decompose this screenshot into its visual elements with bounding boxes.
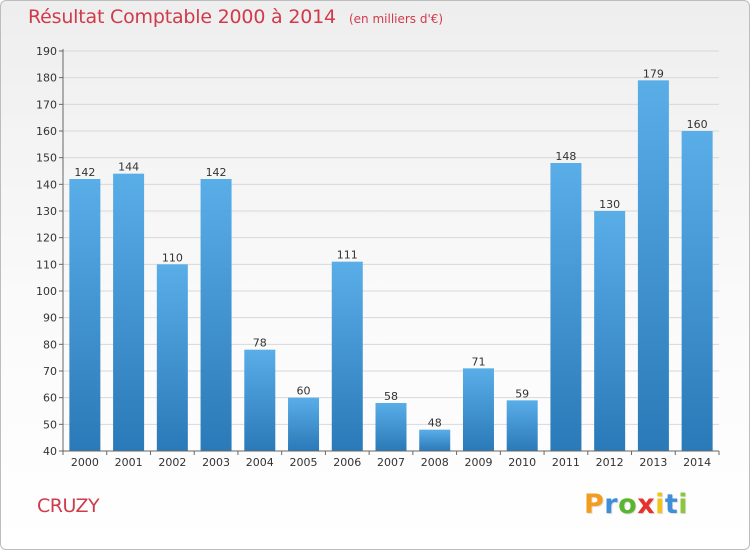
x-tick-label-2014: 2014 [683,456,711,469]
data-label-2003: 142 [206,166,227,179]
y-tick-label-150: 150 [36,152,57,165]
x-tick-label-2010: 2010 [508,456,536,469]
logo-letter: t [664,489,679,520]
data-label-2012: 130 [599,198,620,211]
y-tick-label-160: 160 [36,125,57,138]
x-tick-label-2000: 2000 [71,456,99,469]
logo-letter: x [637,489,656,520]
x-tick-label-2001: 2001 [115,456,143,469]
y-tick-label-100: 100 [36,285,57,298]
data-label-2002: 110 [162,251,183,264]
bar-2004 [244,349,276,451]
bar-2002 [156,264,188,451]
chart-title: Résultat Comptable 2000 à 2014 [28,6,336,28]
commune-name: CRUZY [37,495,100,517]
data-label-2009: 71 [471,355,485,368]
data-label-2005: 60 [297,385,311,398]
data-label-2010: 59 [515,387,529,400]
bars [69,80,713,451]
data-labels: 142 144 110 142 78 60 111 58 48 71 59 148 130 179 160 [74,67,707,429]
proxiti-logo[interactable]: Proxiti [584,489,688,520]
y-tick-label-90: 90 [43,312,57,325]
y-tick-label-130: 130 [36,205,57,218]
logo-letter: o [618,489,638,520]
y-tick-label-120: 120 [36,232,57,245]
y-tick-label-170: 170 [36,98,57,111]
data-label-2006: 111 [337,249,358,262]
x-tick-label-2013: 2013 [639,456,667,469]
x-tick-label-2002: 2002 [158,456,186,469]
logo-letter: r [604,489,619,520]
bar-2005 [288,397,320,451]
bar-2012 [594,211,626,451]
axes: 40 50 60 70 80 90 100 110 120 130 140 150 160 170 180 1… [36,45,720,469]
bar-2008 [419,429,451,451]
logo-letter: i [655,489,665,520]
bar-2000 [69,179,101,451]
bar-2006 [331,261,363,451]
y-tick-label-140: 140 [36,178,57,191]
x-tick-label-2012: 2012 [596,456,624,469]
bar-2007 [375,403,407,451]
x-tick-label-2006: 2006 [333,456,361,469]
x-tick-label-2008: 2008 [421,456,449,469]
bar-2003 [200,179,232,451]
chart-title-row: Résultat Comptable 2000 à 2014 (en milli… [28,6,443,28]
data-label-2007: 58 [384,390,398,403]
y-tick-label-50: 50 [43,418,57,431]
bar-2001 [113,173,145,451]
y-tick-label-190: 190 [36,45,57,58]
data-label-2014: 160 [687,118,708,131]
y-tick-label-60: 60 [43,392,57,405]
data-label-2013: 179 [643,67,664,80]
x-tick-label-2009: 2009 [464,456,492,469]
data-label-2004: 78 [253,337,267,350]
data-label-2011: 148 [555,150,576,163]
bar-2014 [681,131,713,451]
x-tick-label-2004: 2004 [246,456,274,469]
bar-2010 [506,400,538,451]
data-label-2000: 142 [74,166,95,179]
bar-2009 [462,368,494,451]
logo-letter: P [584,489,605,520]
data-label-2008: 48 [428,417,442,430]
y-tick-label-80: 80 [43,338,57,351]
chart-unit: (en milliers d'€) [348,12,444,26]
y-tick-label-180: 180 [36,72,57,85]
logo-letter: i [678,489,689,520]
y-tick-label-110: 110 [36,258,57,271]
x-tick-label-2005: 2005 [290,456,318,469]
bar-2013 [637,80,669,451]
x-tick-label-2007: 2007 [377,456,405,469]
y-tick-label-70: 70 [43,365,57,378]
y-tick-label-40: 40 [43,445,57,458]
x-tick-label-2003: 2003 [202,456,230,469]
x-tick-label-2011: 2011 [552,456,580,469]
data-label-2001: 144 [118,161,139,174]
bar-2011 [550,163,582,451]
